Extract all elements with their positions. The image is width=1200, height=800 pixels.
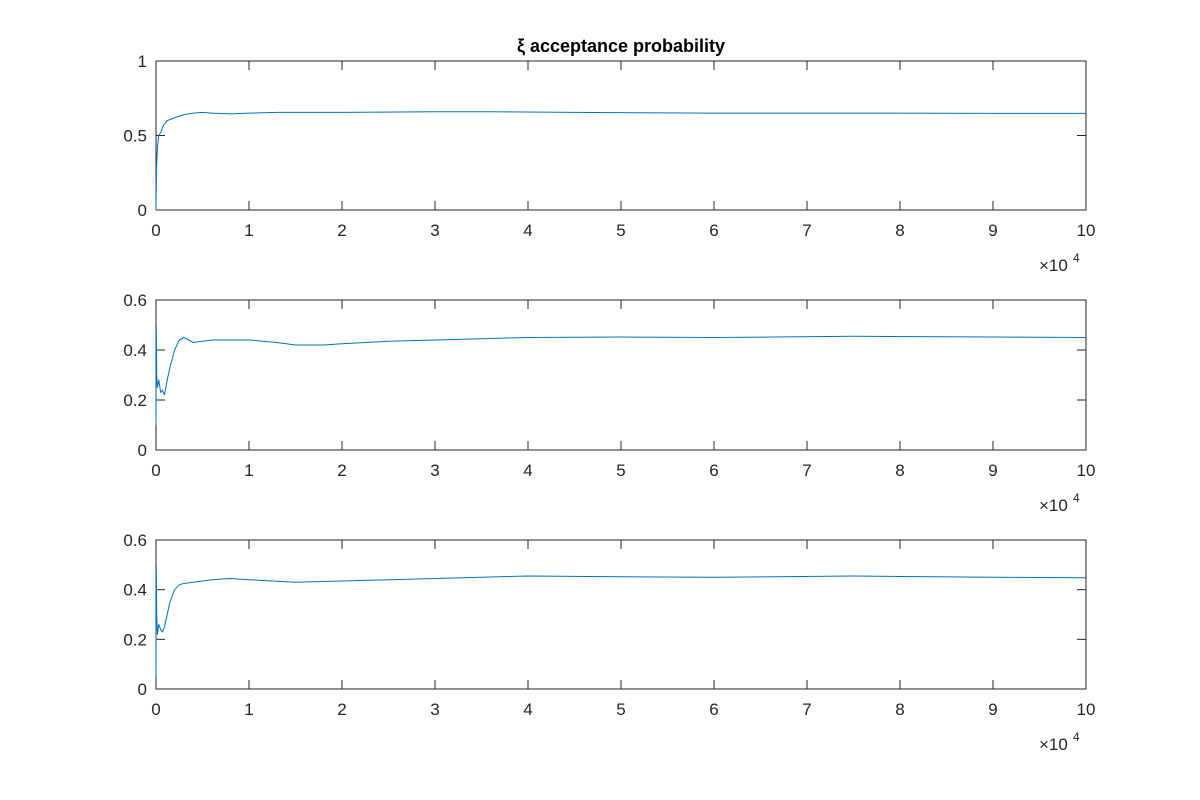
x-tick-label: 9 bbox=[988, 700, 997, 719]
x-exponent-power: 4 bbox=[1073, 491, 1080, 505]
x-tick-label: 1 bbox=[244, 700, 253, 719]
y-tick-label: 0.2 bbox=[123, 391, 147, 410]
x-exponent-label: ×10 bbox=[1039, 496, 1068, 515]
x-exponent-label: ×10 bbox=[1039, 735, 1068, 754]
x-tick-label: 2 bbox=[337, 461, 346, 480]
x-tick-label: 4 bbox=[523, 221, 532, 240]
x-tick-label: 10 bbox=[1077, 461, 1096, 480]
x-tick-label: 0 bbox=[151, 700, 160, 719]
x-tick-label: 0 bbox=[151, 221, 160, 240]
y-tick-label: 0.6 bbox=[123, 531, 147, 550]
x-tick-label: 6 bbox=[709, 461, 718, 480]
x-tick-label: 8 bbox=[895, 700, 904, 719]
y-tick-label: 0.4 bbox=[123, 581, 147, 600]
x-tick-label: 3 bbox=[430, 700, 439, 719]
y-tick-label: 0 bbox=[138, 441, 147, 460]
x-tick-label: 6 bbox=[709, 700, 718, 719]
x-tick-label: 6 bbox=[709, 221, 718, 240]
x-tick-label: 1 bbox=[244, 461, 253, 480]
subplot-3: 0 1 2 3 4 5 6 7 8 9 10 0 0.2 0.4 0.6 ×10 4 bbox=[123, 531, 1095, 754]
y-tick-label: 0 bbox=[138, 201, 147, 220]
x-tick-label: 4 bbox=[523, 461, 532, 480]
x-tick-label: 2 bbox=[337, 221, 346, 240]
x-tick-label: 4 bbox=[523, 700, 532, 719]
y-tick-label: 0 bbox=[138, 680, 147, 699]
y-tick-label: 0.6 bbox=[123, 291, 147, 310]
y-tick-label: 0.4 bbox=[123, 341, 147, 360]
x-tick-label: 5 bbox=[616, 221, 625, 240]
x-tick-label: 3 bbox=[430, 461, 439, 480]
subplot-1: 0 1 2 3 4 5 6 7 8 9 10 0 0.5 1 ×10 4 ξ acceptance probab… bbox=[123, 36, 1095, 275]
x-tick-label: 7 bbox=[802, 461, 811, 480]
x-tick-label: 0 bbox=[151, 461, 160, 480]
x-exponent-power: 4 bbox=[1073, 730, 1080, 744]
series-line-1 bbox=[155, 564, 1087, 677]
x-tick-label: 7 bbox=[802, 221, 811, 240]
y-tick-label: 0.5 bbox=[123, 127, 147, 146]
x-tick-label: 8 bbox=[895, 461, 904, 480]
x-exponent-power: 4 bbox=[1073, 251, 1080, 265]
x-tick-label: 3 bbox=[430, 221, 439, 240]
x-tick-label: 1 bbox=[244, 221, 253, 240]
x-tick-label: 5 bbox=[616, 700, 625, 719]
x-tick-label: 9 bbox=[988, 461, 997, 480]
y-tick-label: 0.2 bbox=[123, 630, 147, 649]
subplot-2: 0 1 2 3 4 5 6 7 8 9 10 0 0.2 0.4 0.6 ×10 4 bbox=[123, 291, 1095, 515]
x-tick-label: 10 bbox=[1077, 221, 1096, 240]
x-tick-label: 9 bbox=[988, 221, 997, 240]
x-tick-label: 5 bbox=[616, 461, 625, 480]
x-tick-label: 2 bbox=[337, 700, 346, 719]
x-tick-label: 8 bbox=[895, 221, 904, 240]
x-exponent-label: ×10 bbox=[1039, 256, 1068, 275]
x-tick-label: 7 bbox=[802, 700, 811, 719]
series-line-1 bbox=[155, 324, 1087, 426]
chart-title: ξ acceptance probability bbox=[517, 36, 725, 57]
series-line-1 bbox=[155, 111, 1086, 211]
x-tick-label: 10 bbox=[1077, 700, 1096, 719]
y-tick-label: 1 bbox=[138, 52, 147, 71]
